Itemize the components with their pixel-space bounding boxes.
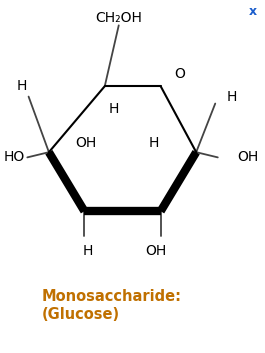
Text: H: H <box>83 244 94 258</box>
Text: OH: OH <box>75 137 96 150</box>
Text: OH: OH <box>145 244 166 258</box>
Text: O: O <box>174 67 185 81</box>
Text: H: H <box>149 137 160 150</box>
Text: H: H <box>227 90 237 103</box>
Text: HO: HO <box>4 150 25 164</box>
Text: H: H <box>108 102 119 116</box>
Text: Monosaccharide:
(Glucose): Monosaccharide: (Glucose) <box>41 289 181 322</box>
Text: x: x <box>249 5 257 18</box>
Text: CH₂OH: CH₂OH <box>95 11 142 25</box>
Text: H: H <box>17 79 27 93</box>
Text: OH: OH <box>238 150 259 164</box>
